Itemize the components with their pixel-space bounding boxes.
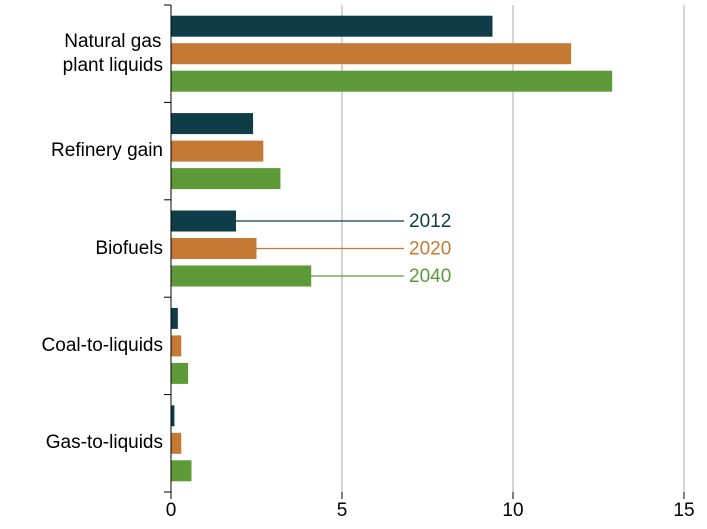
bar [171, 70, 613, 92]
bar [171, 362, 189, 384]
y-tick-label: Natural gas plant liquids [62, 30, 163, 76]
bar [171, 432, 182, 454]
bar [171, 460, 192, 482]
bar [171, 140, 264, 162]
legend-label: 2020 [409, 239, 451, 260]
bar [171, 265, 312, 287]
legend-label: 2012 [409, 211, 451, 232]
bar [171, 113, 254, 135]
legend-label: 2040 [409, 266, 451, 287]
bar [171, 43, 572, 65]
y-tick-label: Refinery gain [51, 140, 163, 162]
bar [171, 210, 236, 232]
bar [171, 15, 493, 37]
bar [171, 238, 257, 259]
y-tick-label: Gas-to-liquids [45, 432, 163, 454]
x-tick-label: 5 [337, 500, 348, 521]
y-tick-label: Biofuels [95, 237, 163, 259]
x-tick-label: 0 [166, 500, 177, 521]
bar [171, 168, 281, 190]
y-tick-label: Coal-to-liquids [41, 334, 163, 356]
bar [171, 405, 175, 427]
bar [171, 335, 182, 357]
x-tick-label: 15 [673, 500, 694, 521]
x-tick-label: 10 [502, 500, 523, 521]
bar [171, 307, 178, 329]
